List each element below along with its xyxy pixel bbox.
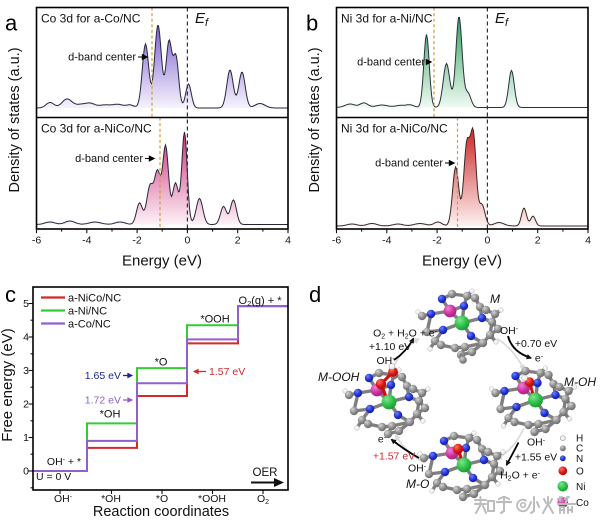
svg-text:4: 4 <box>23 332 29 344</box>
svg-text:O2 + H2O + e-: O2 + H2O + e- <box>373 328 438 341</box>
svg-text:OH-: OH- <box>408 463 427 475</box>
svg-text:*OH: *OH <box>101 493 121 505</box>
svg-text:M-OH: M-OH <box>564 375 596 389</box>
svg-text:+1.55 eV: +1.55 eV <box>515 452 557 464</box>
svg-text:2: 2 <box>235 235 241 247</box>
svg-text:2: 2 <box>23 399 29 411</box>
svg-text:3: 3 <box>23 365 29 377</box>
svg-text:O2(g) + *: O2(g) + * <box>239 295 283 308</box>
svg-text:Energy (eV): Energy (eV) <box>422 253 502 270</box>
svg-text:d-band center: d-band center <box>75 153 143 165</box>
svg-text:Co: Co <box>576 498 589 509</box>
svg-text:1.57 eV: 1.57 eV <box>209 366 245 378</box>
svg-text:Density of states (a.u.): Density of states (a.u.) <box>307 47 323 192</box>
svg-text:-4: -4 <box>382 235 391 247</box>
svg-text:Co 3d for a-Co/NC: Co 3d for a-Co/NC <box>41 12 141 26</box>
svg-text:d-band center: d-band center <box>357 57 425 69</box>
svg-text:OH-: OH- <box>54 493 73 505</box>
svg-text:Free energy (eV): Free energy (eV) <box>0 328 16 441</box>
svg-text:M: M <box>490 292 500 306</box>
svg-text:1: 1 <box>23 432 29 444</box>
svg-text:U = 0 V: U = 0 V <box>36 471 71 483</box>
svg-text:a-NiCo/NC: a-NiCo/NC <box>68 293 121 305</box>
svg-text:0: 0 <box>184 235 190 247</box>
svg-text:Energy (eV): Energy (eV) <box>122 253 202 270</box>
svg-text:c: c <box>5 282 16 307</box>
svg-text:Ni 3d for a-NiCo/NC: Ni 3d for a-NiCo/NC <box>341 122 448 136</box>
svg-text:O2: O2 <box>257 493 269 506</box>
svg-text:*OH: *OH <box>100 409 121 421</box>
svg-text:+1.57 eV: +1.57 eV <box>373 451 415 463</box>
svg-text:C: C <box>576 444 583 455</box>
svg-text:N: N <box>576 454 583 465</box>
svg-text:d: d <box>309 282 321 307</box>
svg-text:+1.10 eV: +1.10 eV <box>369 341 411 353</box>
svg-text:Ef: Ef <box>195 10 209 29</box>
svg-text:5: 5 <box>23 298 29 310</box>
svg-text:H2O + e-: H2O + e- <box>500 470 540 483</box>
svg-text:M-OOH: M-OOH <box>318 370 360 384</box>
svg-text:M-O: M-O <box>406 477 429 491</box>
svg-text:e-: e- <box>378 434 387 446</box>
svg-text:OH-: OH- <box>527 437 546 449</box>
svg-text:a: a <box>5 11 18 36</box>
svg-text:-2: -2 <box>132 235 141 247</box>
svg-text:Ni 3d for a-Ni/NC: Ni 3d for a-Ni/NC <box>341 12 433 26</box>
svg-text:OER: OER <box>253 467 278 479</box>
svg-text:O: O <box>576 466 584 477</box>
svg-text:a-Co/NC: a-Co/NC <box>68 319 111 331</box>
svg-text:4: 4 <box>585 235 591 247</box>
svg-text:Reaction coordinates: Reaction coordinates <box>93 504 229 520</box>
svg-text:b: b <box>306 11 318 36</box>
svg-text:Co 3d for a-NiCo/NC: Co 3d for a-NiCo/NC <box>41 122 152 136</box>
svg-text:1.72 eV: 1.72 eV <box>85 395 121 407</box>
svg-text:*OOH: *OOH <box>198 493 226 505</box>
svg-text:1.65 eV: 1.65 eV <box>85 370 121 382</box>
svg-text:0: 0 <box>23 466 29 478</box>
svg-text:H: H <box>576 434 583 445</box>
svg-text:0: 0 <box>484 235 490 247</box>
svg-text:d-band center: d-band center <box>375 158 443 170</box>
svg-text:-2: -2 <box>432 235 441 247</box>
svg-text:e-: e- <box>535 353 544 365</box>
svg-text:4: 4 <box>285 235 291 247</box>
svg-text:*OOH: *OOH <box>200 314 229 326</box>
svg-text:Ni: Ni <box>576 482 585 493</box>
svg-text:2: 2 <box>535 235 541 247</box>
svg-text:a-Ni/NC: a-Ni/NC <box>68 306 107 318</box>
svg-text:+0.70 eV: +0.70 eV <box>515 338 557 350</box>
svg-text:-6: -6 <box>32 235 41 247</box>
svg-text:Density of states (a.u.): Density of states (a.u.) <box>7 47 23 192</box>
svg-text:Ef: Ef <box>495 10 509 29</box>
svg-text:*O: *O <box>155 357 168 369</box>
svg-text:-4: -4 <box>82 235 91 247</box>
svg-text:-6: -6 <box>332 235 341 247</box>
svg-text:OH- + *: OH- + * <box>47 456 81 468</box>
svg-text:*O: *O <box>156 493 168 505</box>
svg-text:OH-: OH- <box>500 325 519 337</box>
svg-text:d-band center: d-band center <box>68 52 136 64</box>
svg-text:OH-: OH- <box>376 355 395 367</box>
